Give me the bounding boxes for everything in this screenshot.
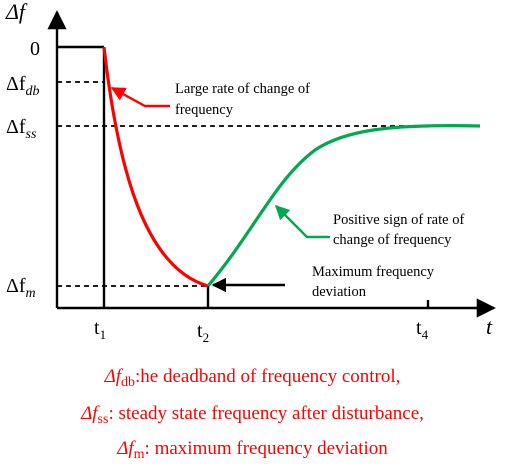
x-axis-label: t [486,314,493,339]
y-tick-m: Δfm [6,275,36,301]
x-tick-t4: t4 [416,317,429,342]
y-axis-label: Δf [5,0,28,24]
legend-ss-text: : steady state frequency after disturban… [108,403,424,424]
x-tick-t1: t1 [94,317,106,342]
legend-db-sub: db [121,375,136,390]
legend-line-db: Δfdb:he deadband of frequency control, [0,366,505,394]
legend-line-m: Δfm: maximum frequency deviation [0,438,505,466]
legend-ss-sub: ss [97,412,109,427]
large-rate-pointer [110,86,170,108]
frequency-decline-curve [102,46,209,288]
y-tick-db: Δfdb [6,73,40,99]
frequency-recovery-curve [206,124,481,288]
legend-line-ss: Δfss: steady state frequency after distu… [0,403,505,431]
legend-db-text: :he deadband of frequency control, [135,366,401,387]
y-tick-zero: 0 [30,38,40,60]
legend-ss-symbol: Δf [81,403,98,424]
legend-m-sub: m [133,447,145,462]
positive-sign-annotation: Positive sign of rate of change of frequ… [333,212,468,248]
max-dev-annotation: Maximum frequency deviation [312,264,438,300]
legend-m-symbol: Δf [117,438,134,459]
large-rate-annotation: Large rate of change of frequency [175,81,314,118]
legend-db-symbol: Δf [104,366,122,387]
legend-m-text: : maximum frequency deviation [144,438,388,459]
y-tick-ss: Δfss [6,116,37,142]
x-tick-t2: t2 [197,320,209,345]
positive-sign-pointer [274,204,330,239]
